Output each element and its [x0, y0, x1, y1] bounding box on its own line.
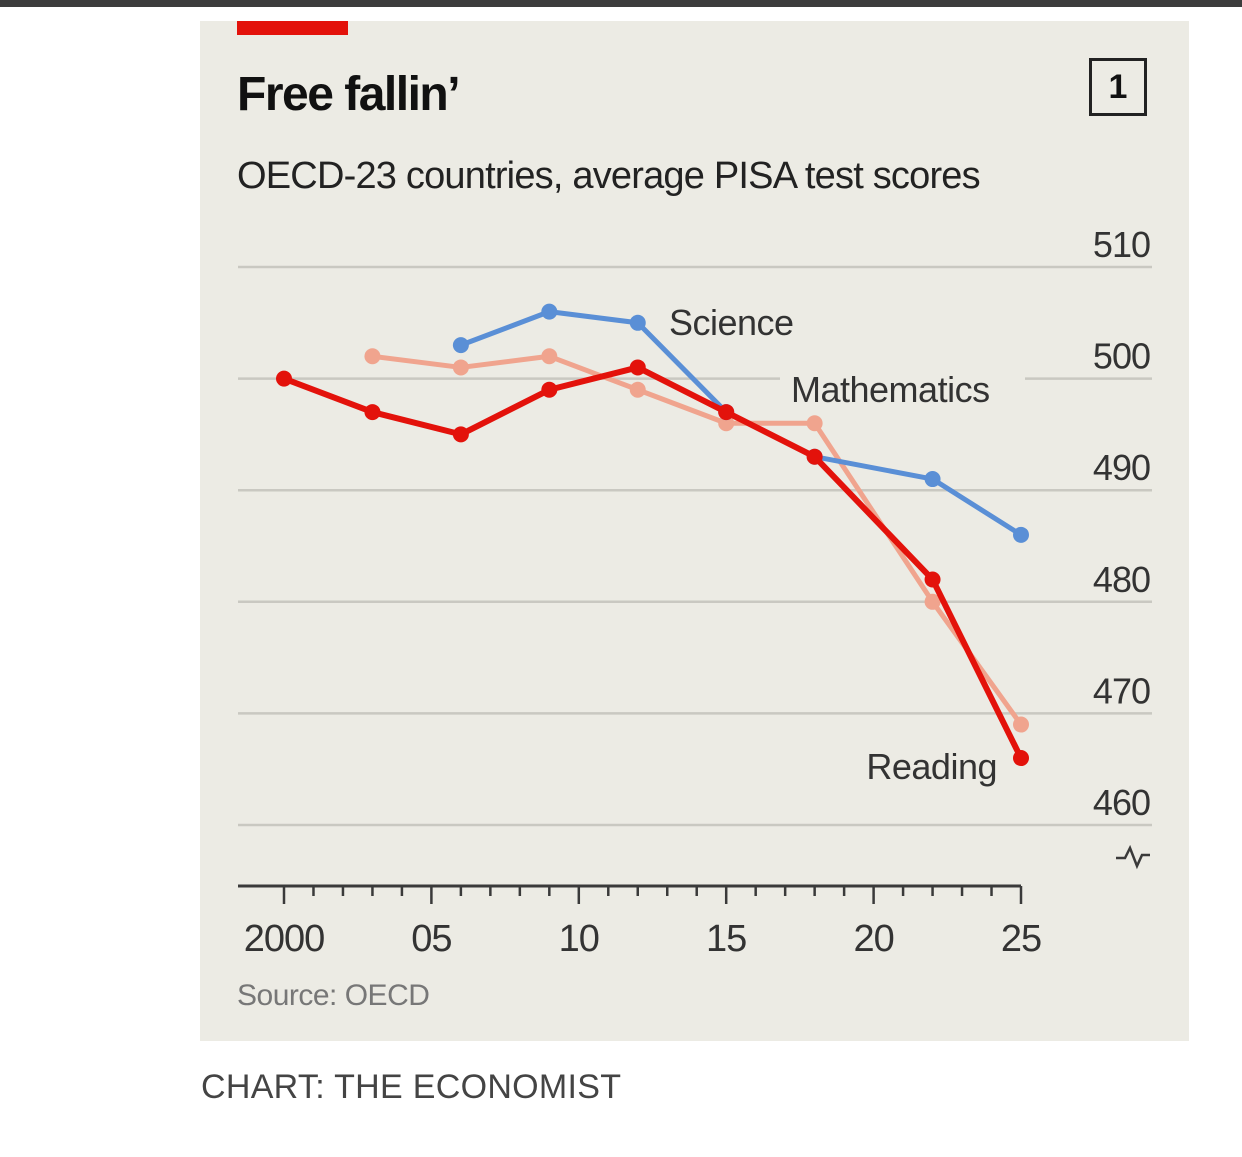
data-point-mathematics: [541, 348, 558, 365]
data-point-reading: [276, 370, 292, 387]
data-point-mathematics: [452, 359, 469, 376]
data-point-science: [924, 471, 941, 488]
data-point-science: [629, 314, 646, 331]
label-background: [665, 303, 810, 349]
data-point-reading: [718, 404, 735, 421]
x-tick-label: 05: [411, 918, 451, 960]
series-line-reading: [281, 364, 1024, 762]
x-tick-label: 15: [706, 918, 746, 960]
data-point-mathematics: [806, 415, 823, 432]
data-point-mathematics: [364, 348, 381, 365]
data-point-mathematics: [1013, 716, 1029, 733]
data-point-mathematics: [718, 415, 735, 432]
chart-card: Free fallin’ OECD-23 countries, average …: [200, 21, 1189, 1041]
series-label-reading: Reading: [866, 746, 997, 787]
chart-title: Free fallin’: [237, 68, 461, 121]
data-point-mathematics: [629, 381, 646, 398]
series-label-science: Science: [669, 302, 794, 343]
x-tick-label: 2000: [244, 918, 325, 960]
data-point-reading: [541, 381, 558, 398]
label-background: [780, 369, 1025, 415]
y-tick-label: 500: [1093, 336, 1150, 377]
y-tick-label: 470: [1093, 670, 1150, 711]
chart-number-badge: 1: [1089, 58, 1147, 116]
chart-plot: 460 470 480 490 500 510 2000 05 10 15 20 25 Mathemat…: [238, 224, 1152, 960]
data-point-reading: [1013, 750, 1029, 767]
data-point-science: [1013, 526, 1029, 543]
x-tick-label: 10: [559, 918, 599, 960]
x-tick-label: 20: [853, 918, 893, 960]
top-border: [0, 0, 1242, 7]
data-point-science: [452, 337, 469, 354]
data-point-science: [541, 303, 558, 320]
data-point-mathematics: [924, 593, 941, 610]
chart-credit: CHART: THE ECONOMIST: [201, 1068, 622, 1106]
data-point-reading: [924, 571, 941, 588]
data-point-reading: [452, 426, 469, 443]
y-tick-label: 490: [1093, 447, 1150, 488]
series-line-mathematics: [369, 353, 1024, 728]
accent-bar: [237, 21, 348, 35]
data-point-reading: [629, 359, 646, 376]
y-tick-label: 480: [1093, 559, 1150, 600]
source-note: Source: OECD: [237, 979, 430, 1012]
data-point-reading: [806, 448, 823, 465]
axis-break-icon: [1116, 844, 1150, 870]
y-tick-label: 510: [1093, 224, 1150, 265]
series-label-mathematics: Mathematics: [791, 369, 990, 410]
x-tick-label: 25: [1001, 918, 1041, 960]
chart-subtitle: OECD-23 countries, average PISA test sco…: [237, 155, 981, 197]
data-point-reading: [364, 404, 381, 421]
y-tick-label: 460: [1093, 782, 1150, 823]
